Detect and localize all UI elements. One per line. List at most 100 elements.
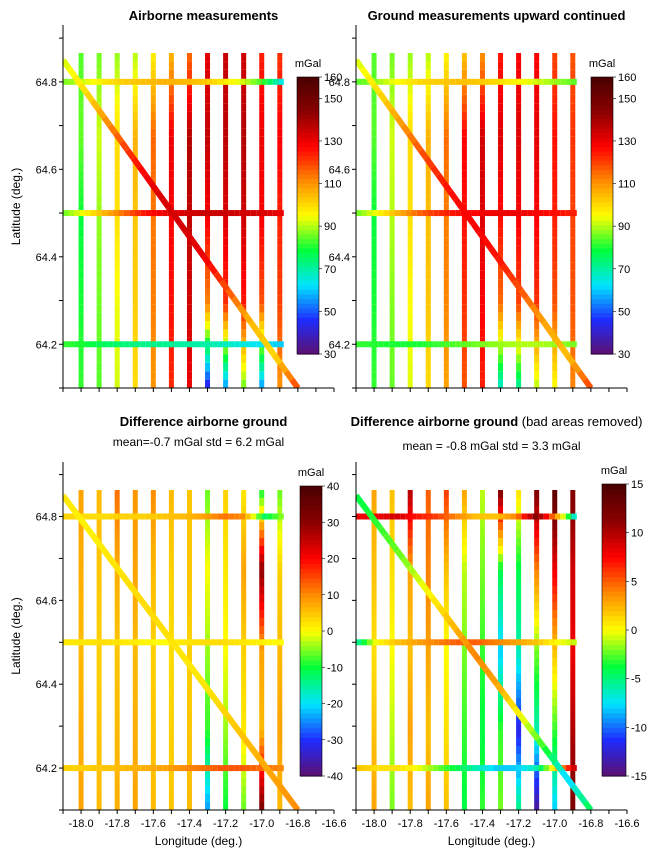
diagonal-line (260, 337, 271, 349)
colorbar-swatch (602, 732, 626, 738)
diagonal-line (266, 345, 277, 357)
colorbar-swatch (300, 486, 322, 492)
colorbar-swatch (591, 183, 613, 189)
colorbar-swatch (300, 698, 322, 705)
colorbar-swatch (602, 566, 626, 573)
colorbar-tick-label: 30 (324, 349, 336, 361)
colorbar-swatch (297, 155, 319, 161)
colorbar-unit: mGal (298, 467, 324, 479)
diagonal-line (371, 82, 382, 95)
colorbar-swatch (602, 761, 626, 767)
diagonal-line (131, 156, 142, 169)
colorbar-swatch (300, 602, 322, 608)
diagonal-line (517, 287, 529, 300)
colorbar-swatch (591, 155, 613, 161)
y-axis-label: Latitude (deg.) (9, 168, 23, 245)
panel-title-main: Ground measurements upward continued (368, 8, 626, 23)
diagonal-line (125, 148, 136, 161)
colorbar-tick-label: 90 (618, 221, 630, 233)
colorbar-swatch (591, 257, 613, 263)
colorbar-tick-label: 70 (618, 264, 630, 276)
diagonal-line (248, 320, 260, 333)
diagonal-line (459, 635, 470, 647)
panel-title-suffix: (bad areas removed) (518, 414, 642, 429)
colorbar-swatch (300, 718, 322, 724)
colorbar-swatch (297, 229, 319, 235)
diagonal-line (441, 181, 453, 193)
diagonal-line (529, 304, 541, 316)
colorbar-tick-label: 130 (618, 136, 636, 148)
colorbar-swatch (300, 655, 322, 661)
diagonal-line (494, 255, 506, 267)
diagonal-line (394, 115, 406, 128)
diagonal-line (224, 287, 236, 300)
diagonal-line (400, 556, 412, 569)
colorbar-swatch (591, 344, 613, 350)
diagonal-line (424, 156, 435, 169)
colorbar-swatch (300, 582, 322, 589)
diagonal-line (547, 328, 559, 341)
diagonal-line (356, 493, 365, 506)
colorbar-tick-label: -40 (327, 771, 343, 783)
colorbar-swatch (591, 233, 613, 240)
colorbar-swatch (300, 505, 322, 511)
diagonal-line (172, 214, 183, 226)
colorbar-swatch (300, 669, 322, 676)
diagonal-line (535, 312, 547, 325)
colorbar-swatch (300, 742, 322, 748)
colorbar-swatch (300, 703, 322, 709)
colorbar-swatch (297, 220, 319, 226)
colorbar-swatch (300, 650, 322, 656)
colorbar-swatch (297, 344, 319, 350)
panel-title-main: Difference airborne ground (351, 414, 519, 429)
colorbar-swatch (297, 335, 319, 341)
colorbar-swatch (297, 201, 319, 207)
diagonal-line (382, 533, 394, 545)
colorbar-swatch (300, 539, 322, 545)
colorbar-swatch (300, 544, 322, 550)
colorbar-swatch (300, 747, 322, 753)
colorbar-swatch (591, 335, 613, 341)
colorbar-tick-label: -20 (327, 699, 343, 711)
colorbar-swatch (297, 206, 319, 212)
colorbar-swatch (297, 123, 319, 129)
panel-2: 64.2 64.4 64.6 64.8 Ground measurements upwa… (329, 8, 636, 392)
x-tick-label: -18.0 (69, 818, 94, 830)
colorbar-swatch (602, 698, 626, 704)
colorbar-swatch (591, 132, 613, 138)
colorbar-swatch (297, 307, 319, 314)
x-tick-label: -16.8 (578, 818, 603, 830)
colorbar-swatch (297, 224, 319, 230)
diagonal-line (553, 337, 564, 349)
diagonal-line (160, 627, 172, 639)
diagonal-line (230, 721, 242, 734)
diagonal-line (365, 509, 377, 521)
colorbar-swatch (300, 611, 322, 618)
colorbar-swatch (602, 595, 626, 602)
colorbar-swatch (602, 683, 626, 689)
diagonal-line (377, 525, 388, 537)
diagonal-line (435, 173, 447, 185)
diagonal-line (113, 564, 125, 576)
colorbar-swatch (602, 673, 626, 680)
colorbar-swatch (297, 270, 319, 277)
colorbar-swatch (297, 178, 319, 184)
x-tick-label: -17.4 (470, 818, 495, 830)
x-tick-label: -18.0 (362, 818, 387, 830)
colorbar-swatch (300, 534, 322, 540)
diagonal-line (576, 792, 588, 804)
diagonal-line (236, 304, 248, 316)
colorbar-swatch (300, 568, 322, 574)
panel-subtitle: mean = -0.8 mGal std = 3.3 mGal (402, 439, 580, 453)
x-tick-label: -17.0 (249, 818, 274, 830)
panel-1: 64.2 64.4 64.6 64.8 Airborne measurements Lat… (9, 8, 342, 392)
colorbar: mGal 30 50 70 90 110 130 150 160 (295, 58, 343, 361)
colorbar-swatch (602, 756, 626, 762)
colorbar-swatch (297, 321, 319, 327)
colorbar-swatch (300, 761, 322, 767)
diagonal-line (388, 107, 400, 120)
colorbar-swatch (297, 247, 319, 254)
diagonal-line (189, 238, 201, 251)
diagonal-line (447, 189, 459, 202)
